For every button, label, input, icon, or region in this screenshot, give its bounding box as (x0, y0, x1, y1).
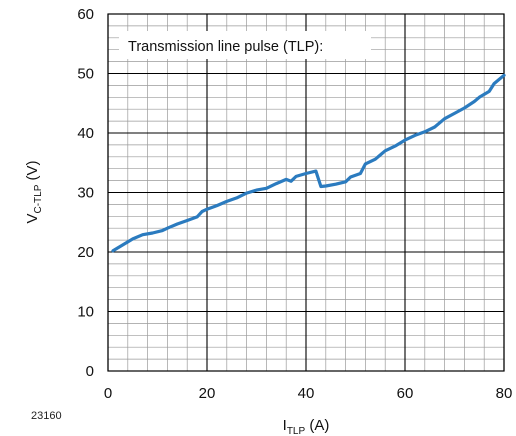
y-tick-label: 30 (77, 185, 94, 202)
y-tick-label: 20 (77, 244, 94, 261)
figure-id: 23160 (31, 410, 62, 422)
y-tick-label: 10 (77, 304, 94, 321)
y-tick-label: 60 (77, 6, 94, 23)
plot-frame (107, 13, 505, 372)
y-axis-title: VC-TLP (V) (24, 160, 44, 223)
x-tick-label: 80 (496, 385, 513, 402)
x-tick-label: 60 (397, 385, 414, 402)
y-tick-label: 40 (77, 125, 94, 142)
y-axis-title-unit: (V) (24, 160, 41, 184)
y-tick-label: 0 (86, 363, 94, 380)
y-tick-labels: 0 10 20 30 40 50 60 (77, 6, 94, 380)
x-tick-labels: 0 20 40 60 80 (104, 385, 513, 402)
x-tick-label: 20 (199, 385, 216, 402)
x-tick-label: 40 (298, 385, 315, 402)
y-axis-title-main: V (24, 214, 41, 224)
y-axis-title-sub: C-TLP (33, 184, 44, 213)
series-line (111, 73, 506, 253)
x-axis-title-unit: (A) (305, 417, 329, 434)
chart-annotation: Transmission line pulse (TLP): (128, 39, 323, 55)
y-tick-label: 50 (77, 66, 94, 83)
annotation-background (119, 31, 371, 59)
x-axis-title-main: I (283, 417, 287, 434)
x-tick-label: 0 (104, 385, 112, 402)
x-axis-title-sub: TLP (287, 426, 306, 436)
x-axis-title: ITLP (A) (283, 417, 330, 436)
